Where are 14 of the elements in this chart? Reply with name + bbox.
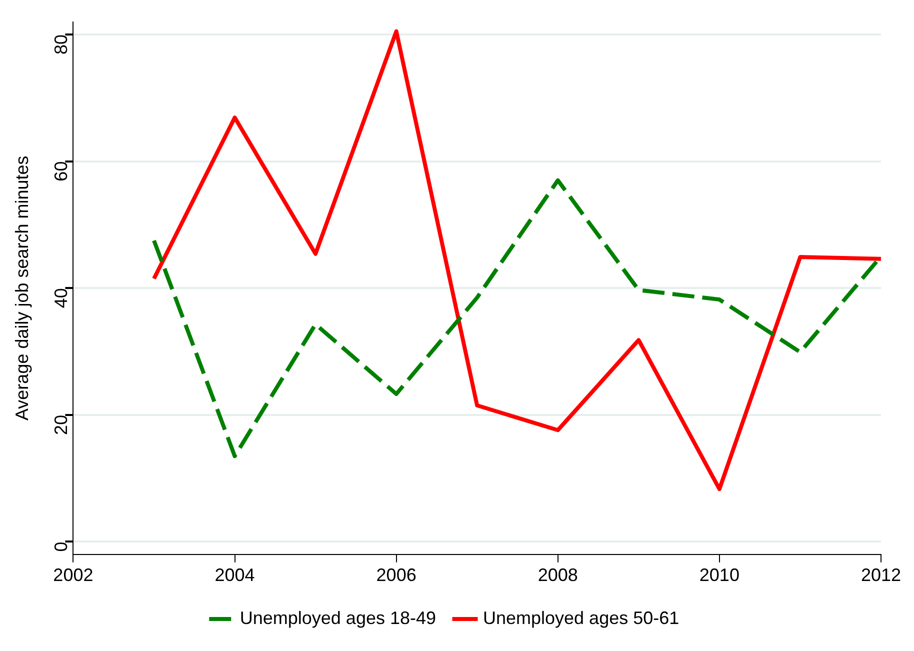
legend-label: Unemployed ages 18-49 xyxy=(240,608,436,628)
y-tick-label: 60 xyxy=(51,161,72,182)
y-tick-label: 80 xyxy=(51,34,72,55)
x-tick-label: 2010 xyxy=(699,565,740,586)
x-tick-label: 2012 xyxy=(860,565,901,586)
legend-label: Unemployed ages 50-61 xyxy=(483,608,680,628)
y-tick-label: 0 xyxy=(51,542,72,552)
x-tick-label: 2008 xyxy=(538,565,578,586)
y-tick-label: 20 xyxy=(51,414,72,435)
x-tick-label: 2006 xyxy=(376,565,416,586)
x-tick-label: 2002 xyxy=(53,565,94,586)
y-tick-label: 40 xyxy=(51,288,72,308)
y-axis-title: Average daily job search minutes xyxy=(12,156,32,421)
x-tick-label: 2004 xyxy=(214,565,255,586)
